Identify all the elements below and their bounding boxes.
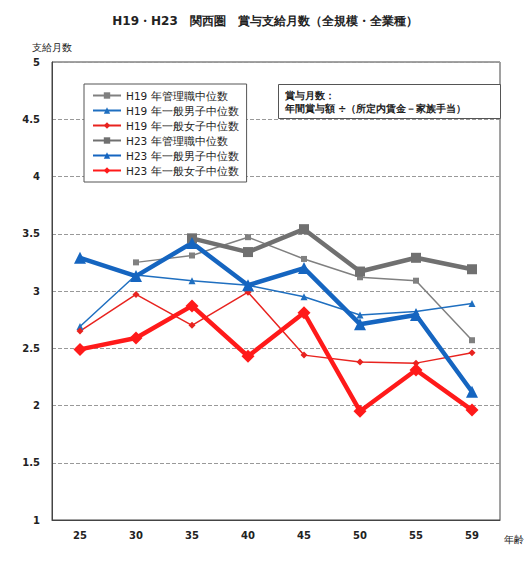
svg-text:40: 40 xyxy=(241,530,255,541)
svg-text:55: 55 xyxy=(409,530,423,541)
svg-text:H19 年一般女子中位数: H19 年一般女子中位数 xyxy=(126,120,239,132)
svg-text:H19 年管理職中位数: H19 年管理職中位数 xyxy=(126,90,228,102)
svg-text:25: 25 xyxy=(73,530,87,541)
svg-text:H23 年一般男子中位数: H23 年一般男子中位数 xyxy=(126,150,239,162)
svg-text:45: 45 xyxy=(297,530,311,541)
svg-text:2: 2 xyxy=(33,400,40,411)
svg-text:5: 5 xyxy=(33,57,40,68)
svg-text:3.5: 3.5 xyxy=(22,228,40,239)
svg-text:年齢: 年齢 xyxy=(504,534,524,545)
svg-text:賞与月数：: 賞与月数： xyxy=(285,90,335,101)
svg-text:2.5: 2.5 xyxy=(22,343,40,354)
svg-text:4.5: 4.5 xyxy=(22,114,40,125)
svg-text:35: 35 xyxy=(185,530,199,541)
svg-text:支給月数: 支給月数 xyxy=(32,42,72,53)
svg-text:年間賞与額 ÷（所定内賃金－家族手当）: 年間賞与額 ÷（所定内賃金－家族手当） xyxy=(284,103,467,114)
svg-text:59: 59 xyxy=(465,530,479,541)
svg-text:H19 年一般男子中位数: H19 年一般男子中位数 xyxy=(126,105,239,117)
svg-text:50: 50 xyxy=(353,530,367,541)
svg-text:1: 1 xyxy=(33,515,40,526)
svg-text:1.5: 1.5 xyxy=(22,457,40,468)
svg-text:3: 3 xyxy=(33,286,40,297)
svg-text:H23 年管理職中位数: H23 年管理職中位数 xyxy=(126,135,228,147)
svg-text:H23 年一般女子中位数: H23 年一般女子中位数 xyxy=(126,165,239,177)
svg-text:H19・H23 関西圏 賞与支給月数（全規模・全業種）: H19・H23 関西圏 賞与支給月数（全規模・全業種） xyxy=(112,14,417,28)
svg-text:4: 4 xyxy=(33,171,40,182)
svg-text:30: 30 xyxy=(129,530,143,541)
